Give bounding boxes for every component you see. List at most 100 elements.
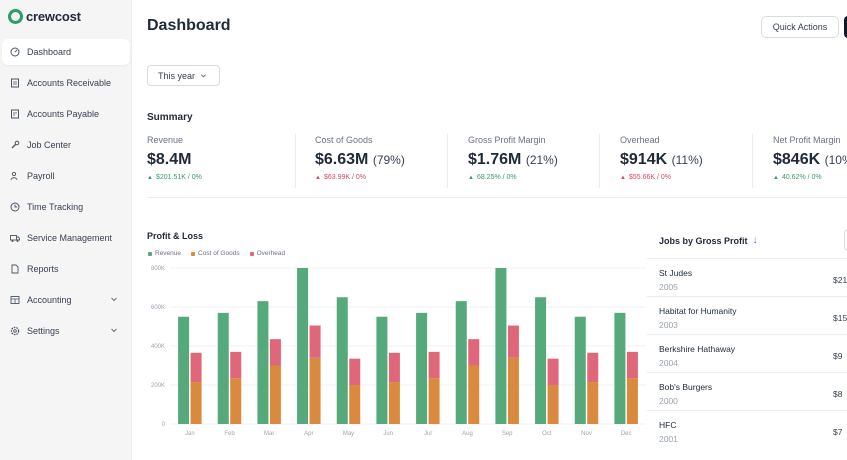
primary-action-button[interactable] (844, 16, 847, 38)
ledger-icon (10, 295, 20, 305)
sidebar-item-label: Job Center (27, 140, 72, 150)
x-tick-label: Jul (424, 431, 432, 437)
sidebar-item-accounts-receivable[interactable]: Accounts Receivable (2, 70, 130, 96)
job-year: 2005 (659, 282, 678, 292)
jobs-filter-button[interactable] (844, 229, 847, 251)
sidebar-item-reports[interactable]: Reports (2, 256, 130, 282)
overhead-bar (269, 339, 281, 366)
chevron-down-icon[interactable] (110, 326, 118, 334)
metric-label: Net Profit Margin (773, 135, 841, 145)
job-row[interactable]: Habitat for Humanity 2003 $15 (647, 296, 847, 334)
metric-value: $846K (10% (773, 151, 847, 169)
x-tick-label: Oct (542, 431, 552, 437)
arrow-up-icon: ▲ (315, 174, 321, 181)
revenue-bar (297, 268, 309, 424)
revenue-bar (455, 301, 467, 424)
x-tick-label: Aug (462, 431, 473, 437)
sidebar-item-label: Time Tracking (27, 202, 84, 212)
summary-metrics: Revenue $8.4M ▲ $201.51K / 0% Cost of Goo… (147, 130, 847, 198)
metric-delta-text: $201.51K / 0% (155, 174, 202, 181)
legend-swatch (249, 251, 254, 256)
page-title: Dashboard (147, 17, 231, 34)
metric-percent: (21%) (525, 153, 558, 167)
legend-item[interactable]: Cost of Goods (191, 250, 240, 257)
job-row[interactable]: HFC 2001 $7 (647, 410, 847, 448)
revenue-bar (376, 316, 388, 424)
x-tick-label: Dec (621, 431, 632, 437)
job-row[interactable]: St Judes 2005 $21 (647, 258, 847, 296)
revenue-bar (217, 312, 229, 424)
metric-cost-of-goods: Cost of Goods $6.63M (79%) ▲ $63.99K / 0% (315, 130, 405, 186)
chart-title: Profit & Loss (147, 231, 204, 241)
x-tick-label: Feb (224, 431, 235, 437)
period-select[interactable]: This year (147, 65, 220, 86)
jobs-title-text: Jobs by Gross Profit (659, 235, 748, 246)
profit-loss-chart[interactable]: 0 200K 400K 600K 800K Jan Feb Mar Apr May Jun Jul Au… (140, 262, 650, 440)
legend-item[interactable]: Revenue (148, 250, 181, 257)
job-row[interactable]: Berkshire Hathaway 2004 $9 (647, 334, 847, 372)
jobs-title[interactable]: Jobs by Gross Profit ↓ (659, 235, 758, 246)
y-tick-label: 200K (151, 383, 165, 389)
arrow-up-icon: ▲ (147, 174, 153, 181)
x-tick-label: Jan (185, 431, 195, 437)
metric-amount: $1.76M (468, 151, 522, 168)
metric-percent: (79%) (372, 153, 405, 167)
sidebar-item-service-management[interactable]: Service Management (2, 225, 130, 251)
sidebar-nav: Dashboard Accounts Receivable Accounts P… (2, 39, 130, 349)
metric-delta: ▲ $201.51K / 0% (147, 174, 202, 181)
metric-net-profit-margin: Net Profit Margin $846K (10% ▲40.62% / 0… (773, 130, 847, 186)
job-amount: $21 (833, 275, 847, 285)
chevron-down-icon[interactable] (110, 295, 118, 303)
metric-value: $8.4M (147, 151, 202, 169)
sidebar-item-time-tracking[interactable]: Time Tracking (2, 194, 130, 220)
job-name: Habitat for Humanity (659, 306, 737, 316)
metric-label: Revenue (147, 135, 184, 145)
sidebar: crewcost Dashboard Accounts Receivable A… (0, 0, 132, 460)
people-icon (10, 171, 20, 181)
x-tick-label: May (343, 431, 354, 437)
metric-amount: $846K (773, 151, 821, 168)
legend-item[interactable]: Overhead (249, 250, 286, 257)
chevron-down-icon (200, 71, 207, 81)
legend-swatch (191, 251, 196, 256)
x-tick-label: Jun (383, 431, 393, 437)
metric-delta: ▲ 68.25% / 0% (468, 174, 558, 181)
revenue-bar (336, 297, 348, 424)
sidebar-item-accounts-payable[interactable]: Accounts Payable (2, 101, 130, 127)
metric-percent: (11%) (671, 153, 703, 167)
metric-delta-text: 40.62% / 0% (781, 174, 822, 181)
sidebar-item-job-center[interactable]: Job Center (2, 132, 130, 158)
sidebar-item-dashboard[interactable]: Dashboard (2, 39, 130, 65)
cost-of-goods-bar (230, 378, 242, 424)
revenue-bar (614, 312, 626, 424)
cost-of-goods-bar (626, 378, 638, 424)
job-amount: $8 (833, 389, 843, 399)
metric-overhead: Overhead $914K (11%) ▲ $55.66K / 0% (620, 130, 703, 186)
legend-label: Cost of Goods (198, 250, 240, 257)
dashboard-icon (10, 47, 20, 57)
sort-down-icon[interactable]: ↓ (752, 235, 758, 246)
arrow-up-icon: ▲ (620, 174, 626, 181)
document-icon (10, 264, 20, 274)
cost-of-goods-bar (468, 365, 480, 424)
sidebar-item-label: Payroll (27, 171, 55, 181)
job-year: 2001 (659, 434, 678, 444)
metric-amount: $6.63M (315, 151, 369, 168)
arrow-up-icon: ▲ (773, 174, 779, 181)
x-tick-label: Apr (304, 431, 313, 437)
payable-icon (10, 109, 20, 119)
sidebar-item-label: Accounts Payable (27, 109, 100, 119)
logo[interactable]: crewcost (8, 6, 81, 26)
metric-delta-text: $63.99K / 0% (323, 174, 366, 181)
overhead-bar (507, 325, 519, 358)
quick-actions-button[interactable]: Quick Actions (761, 16, 839, 38)
sidebar-item-payroll[interactable]: Payroll (2, 163, 130, 189)
overhead-bar (587, 352, 599, 383)
legend-label: Overhead (256, 250, 286, 257)
revenue-bar (535, 297, 547, 424)
cost-of-goods-bar (428, 378, 440, 424)
job-year: 2000 (659, 396, 678, 406)
sidebar-item-settings[interactable]: Settings (2, 318, 130, 344)
job-row[interactable]: Bob's Burgers 2000 $8 (647, 372, 847, 410)
sidebar-item-accounting[interactable]: Accounting (2, 287, 130, 313)
